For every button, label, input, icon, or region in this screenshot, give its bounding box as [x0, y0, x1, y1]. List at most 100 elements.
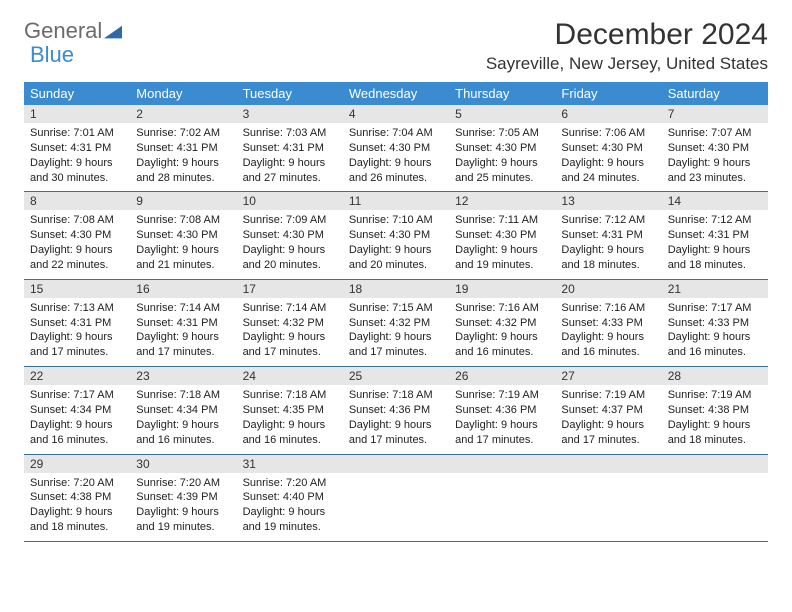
sunset-line: Sunset: 4:34 PM [136, 403, 230, 418]
sunrise-line: Sunrise: 7:12 AM [668, 213, 762, 228]
week-row: 29Sunrise: 7:20 AMSunset: 4:38 PMDayligh… [24, 455, 768, 542]
day-cell: 27Sunrise: 7:19 AMSunset: 4:37 PMDayligh… [555, 367, 661, 453]
sunset-line: Sunset: 4:31 PM [136, 141, 230, 156]
sunrise-line: Sunrise: 7:02 AM [136, 126, 230, 141]
sunset-line: Sunset: 4:30 PM [243, 228, 337, 243]
day-number: 14 [662, 192, 768, 210]
day-number: 18 [343, 280, 449, 298]
day-number: 31 [237, 455, 343, 473]
day-number [662, 455, 768, 473]
page-subtitle: Sayreville, New Jersey, United States [486, 54, 768, 74]
day-number: 5 [449, 105, 555, 123]
day-cell: 25Sunrise: 7:18 AMSunset: 4:36 PMDayligh… [343, 367, 449, 453]
day-cell: 6Sunrise: 7:06 AMSunset: 4:30 PMDaylight… [555, 105, 661, 191]
day-cell: 3Sunrise: 7:03 AMSunset: 4:31 PMDaylight… [237, 105, 343, 191]
day-cell: 23Sunrise: 7:18 AMSunset: 4:34 PMDayligh… [130, 367, 236, 453]
sunset-line: Sunset: 4:31 PM [561, 228, 655, 243]
day-number: 23 [130, 367, 236, 385]
sunrise-line: Sunrise: 7:09 AM [243, 213, 337, 228]
empty-day [449, 455, 555, 541]
day-number: 12 [449, 192, 555, 210]
sunrise-line: Sunrise: 7:16 AM [561, 301, 655, 316]
daylight-line: Daylight: 9 hours and 28 minutes. [136, 156, 230, 186]
day-cell: 1Sunrise: 7:01 AMSunset: 4:31 PMDaylight… [24, 105, 130, 191]
daylight-line: Daylight: 9 hours and 20 minutes. [243, 243, 337, 273]
day-cell: 15Sunrise: 7:13 AMSunset: 4:31 PMDayligh… [24, 280, 130, 366]
week-row: 8Sunrise: 7:08 AMSunset: 4:30 PMDaylight… [24, 192, 768, 279]
day-cell: 16Sunrise: 7:14 AMSunset: 4:31 PMDayligh… [130, 280, 236, 366]
day-number: 1 [24, 105, 130, 123]
logo-text-1: General [24, 18, 102, 44]
day-body: Sunrise: 7:14 AMSunset: 4:31 PMDaylight:… [130, 298, 236, 360]
day-cell: 28Sunrise: 7:19 AMSunset: 4:38 PMDayligh… [662, 367, 768, 453]
page-title: December 2024 [486, 18, 768, 52]
day-body: Sunrise: 7:18 AMSunset: 4:35 PMDaylight:… [237, 385, 343, 447]
day-body: Sunrise: 7:12 AMSunset: 4:31 PMDaylight:… [662, 210, 768, 272]
sunset-line: Sunset: 4:32 PM [349, 316, 443, 331]
daylight-line: Daylight: 9 hours and 19 minutes. [136, 505, 230, 535]
day-cell: 26Sunrise: 7:19 AMSunset: 4:36 PMDayligh… [449, 367, 555, 453]
day-number: 8 [24, 192, 130, 210]
sunrise-line: Sunrise: 7:17 AM [668, 301, 762, 316]
sunrise-line: Sunrise: 7:15 AM [349, 301, 443, 316]
daylight-line: Daylight: 9 hours and 27 minutes. [243, 156, 337, 186]
sunrise-line: Sunrise: 7:19 AM [455, 388, 549, 403]
daylight-line: Daylight: 9 hours and 17 minutes. [561, 418, 655, 448]
sunset-line: Sunset: 4:32 PM [455, 316, 549, 331]
dow-cell: Saturday [662, 82, 768, 105]
sunset-line: Sunset: 4:38 PM [668, 403, 762, 418]
sunset-line: Sunset: 4:35 PM [243, 403, 337, 418]
daylight-line: Daylight: 9 hours and 17 minutes. [349, 330, 443, 360]
sunset-line: Sunset: 4:40 PM [243, 490, 337, 505]
day-cell: 12Sunrise: 7:11 AMSunset: 4:30 PMDayligh… [449, 192, 555, 278]
day-cell: 9Sunrise: 7:08 AMSunset: 4:30 PMDaylight… [130, 192, 236, 278]
day-body [343, 473, 449, 476]
dow-cell: Thursday [449, 82, 555, 105]
daylight-line: Daylight: 9 hours and 17 minutes. [349, 418, 443, 448]
day-cell: 5Sunrise: 7:05 AMSunset: 4:30 PMDaylight… [449, 105, 555, 191]
day-body: Sunrise: 7:15 AMSunset: 4:32 PMDaylight:… [343, 298, 449, 360]
daylight-line: Daylight: 9 hours and 17 minutes. [136, 330, 230, 360]
day-number [449, 455, 555, 473]
day-cell: 20Sunrise: 7:16 AMSunset: 4:33 PMDayligh… [555, 280, 661, 366]
calendar-grid: SundayMondayTuesdayWednesdayThursdayFrid… [24, 82, 768, 542]
daylight-line: Daylight: 9 hours and 23 minutes. [668, 156, 762, 186]
sunrise-line: Sunrise: 7:14 AM [136, 301, 230, 316]
day-number: 13 [555, 192, 661, 210]
sunrise-line: Sunrise: 7:19 AM [668, 388, 762, 403]
sunrise-line: Sunrise: 7:14 AM [243, 301, 337, 316]
sunrise-line: Sunrise: 7:08 AM [30, 213, 124, 228]
day-body: Sunrise: 7:13 AMSunset: 4:31 PMDaylight:… [24, 298, 130, 360]
sunrise-line: Sunrise: 7:12 AM [561, 213, 655, 228]
day-number: 28 [662, 367, 768, 385]
day-number: 21 [662, 280, 768, 298]
day-number: 22 [24, 367, 130, 385]
day-number: 27 [555, 367, 661, 385]
daylight-line: Daylight: 9 hours and 18 minutes. [561, 243, 655, 273]
daylight-line: Daylight: 9 hours and 16 minutes. [30, 418, 124, 448]
sunrise-line: Sunrise: 7:20 AM [243, 476, 337, 491]
day-cell: 14Sunrise: 7:12 AMSunset: 4:31 PMDayligh… [662, 192, 768, 278]
day-body: Sunrise: 7:11 AMSunset: 4:30 PMDaylight:… [449, 210, 555, 272]
sunset-line: Sunset: 4:31 PM [136, 316, 230, 331]
day-body: Sunrise: 7:03 AMSunset: 4:31 PMDaylight:… [237, 123, 343, 185]
day-body: Sunrise: 7:17 AMSunset: 4:33 PMDaylight:… [662, 298, 768, 360]
day-body: Sunrise: 7:02 AMSunset: 4:31 PMDaylight:… [130, 123, 236, 185]
sunset-line: Sunset: 4:34 PM [30, 403, 124, 418]
sunset-line: Sunset: 4:36 PM [455, 403, 549, 418]
sunset-line: Sunset: 4:31 PM [243, 141, 337, 156]
sunrise-line: Sunrise: 7:19 AM [561, 388, 655, 403]
day-body: Sunrise: 7:05 AMSunset: 4:30 PMDaylight:… [449, 123, 555, 185]
logo-text-2: Blue [30, 42, 74, 68]
day-body: Sunrise: 7:18 AMSunset: 4:34 PMDaylight:… [130, 385, 236, 447]
day-body: Sunrise: 7:14 AMSunset: 4:32 PMDaylight:… [237, 298, 343, 360]
header: General December 2024 Sayreville, New Je… [24, 18, 768, 74]
day-body: Sunrise: 7:17 AMSunset: 4:34 PMDaylight:… [24, 385, 130, 447]
day-number: 15 [24, 280, 130, 298]
daylight-line: Daylight: 9 hours and 26 minutes. [349, 156, 443, 186]
daylight-line: Daylight: 9 hours and 19 minutes. [455, 243, 549, 273]
day-body: Sunrise: 7:19 AMSunset: 4:37 PMDaylight:… [555, 385, 661, 447]
empty-day [555, 455, 661, 541]
dow-cell: Monday [130, 82, 236, 105]
sunrise-line: Sunrise: 7:18 AM [349, 388, 443, 403]
